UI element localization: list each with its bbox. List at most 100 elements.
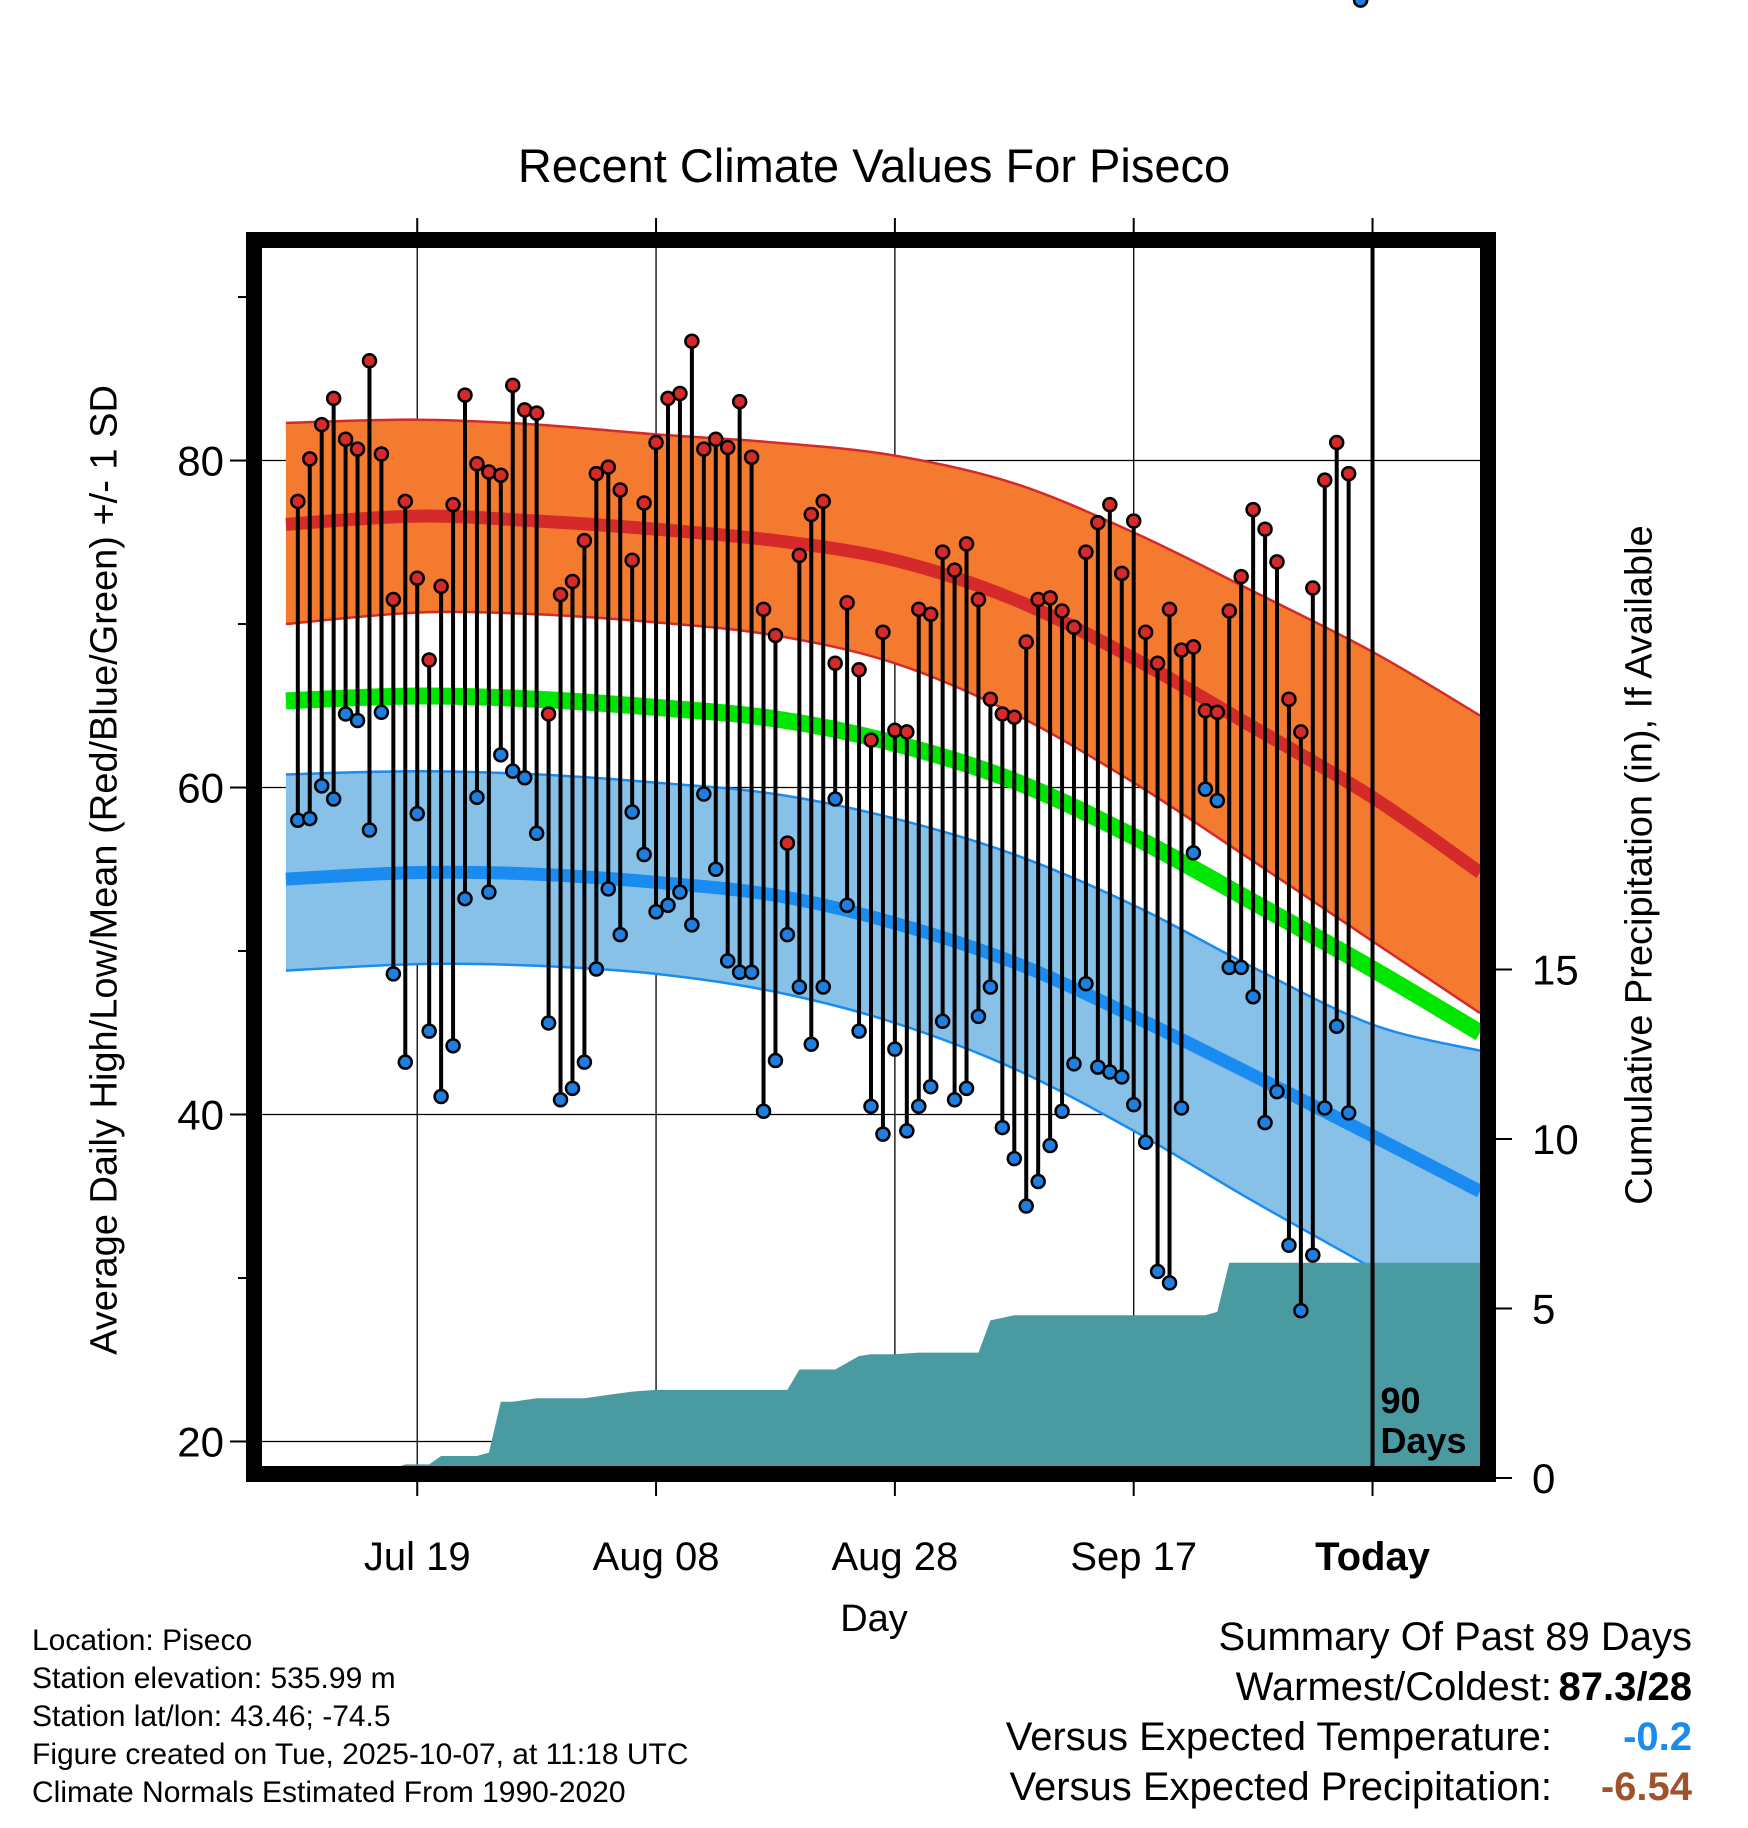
daily-high-point <box>731 393 748 410</box>
daily-low-point <box>755 1103 772 1119</box>
daily-high-point <box>1090 514 1106 531</box>
summary-temp-value: -0.2 <box>1623 1715 1692 1759</box>
daily-low-point <box>994 1119 1011 1136</box>
daily-high-point <box>505 377 521 394</box>
daily-low-point <box>421 1023 437 1039</box>
daily-low-point <box>1114 1069 1130 1085</box>
daily-low-point <box>313 778 330 794</box>
daily-low-point <box>1161 1275 1178 1291</box>
daily-high-point <box>1054 603 1070 619</box>
daily-low-point <box>1317 1100 1333 1116</box>
daily-high-point <box>934 544 951 560</box>
daily-high-point <box>851 662 867 678</box>
daily-high-point <box>564 573 581 590</box>
daily-low-point <box>433 1088 449 1105</box>
cumulative-precip-area <box>262 1262 1480 1478</box>
daily-high-point <box>636 495 652 511</box>
daily-high-point <box>815 493 831 510</box>
daily-low-point <box>1293 1302 1309 1319</box>
daily-high-point <box>1305 580 1321 596</box>
daily-high-point <box>313 416 330 433</box>
daily-high-point <box>612 482 628 498</box>
daily-low-point <box>1257 1114 1273 1131</box>
daily-high-point <box>970 591 987 608</box>
daily-low-point <box>1042 1137 1058 1154</box>
daily-low-point <box>552 1092 569 1108</box>
daily-low-point <box>588 961 605 977</box>
daily-low-point <box>481 884 497 900</box>
y-left-tick-label: 20 <box>177 1418 224 1465</box>
info-elevation: Station elevation: 535.99 m <box>32 1662 396 1695</box>
daily-high-point <box>1185 639 1202 655</box>
daily-high-point <box>337 431 354 448</box>
daily-low-point <box>911 1098 927 1115</box>
daily-low-point <box>516 769 533 786</box>
daily-high-point <box>696 441 712 457</box>
daily-low-point <box>1125 1096 1142 1113</box>
low-normal-band-lower-edge <box>285 962 1481 1330</box>
daily-low-point <box>1054 1103 1070 1119</box>
daily-low-point <box>875 1126 891 1142</box>
daily-low-point <box>373 704 390 721</box>
y-right-tick-label: 10 <box>1532 1116 1579 1163</box>
daily-low-point <box>457 890 473 907</box>
info-location: Location: Piseco <box>32 1624 253 1657</box>
daily-high-point <box>290 493 306 510</box>
daily-high-point <box>1006 709 1023 725</box>
daily-high-point <box>779 835 796 851</box>
daily-low-point <box>469 789 485 806</box>
daily-high-point <box>1328 434 1345 451</box>
daily-low-point <box>1066 1056 1082 1072</box>
daily-high-point <box>719 439 736 456</box>
daily-high-point <box>588 465 605 482</box>
daily-low-point <box>612 926 628 943</box>
daily-high-point <box>863 732 879 748</box>
daily-values <box>290 0 1369 1319</box>
daily-low-point <box>839 897 855 913</box>
daily-low-point <box>982 979 999 995</box>
daily-high-point <box>982 691 999 707</box>
daily-high-point <box>1245 501 1261 518</box>
daily-high-point <box>385 591 402 608</box>
station-info: Location: Piseco Station elevation: 535.… <box>32 1622 689 1812</box>
axis-ticks: 20 40 60 80 0 5 10 15 Jul 19 Aug 08 Aug 28 Sep 17 To… <box>177 218 1579 1579</box>
daily-high-point <box>839 595 855 611</box>
daily-low-point <box>1233 959 1249 976</box>
daily-low-point <box>767 1052 784 1069</box>
daily-low-point <box>719 953 736 969</box>
daily-low-point <box>576 1054 593 1070</box>
summary-precip-label: Versus Expected Precipitation: <box>1009 1765 1552 1809</box>
x-tick-label: Sep 17 <box>1070 1535 1197 1579</box>
daily-high-point <box>1114 565 1130 582</box>
daily-high-point <box>409 570 425 586</box>
high-normal-band-upper-edge <box>285 418 1481 717</box>
summary-precip-value: -6.54 <box>1600 1765 1692 1809</box>
daily-low-point <box>743 964 760 981</box>
daily-high-point <box>457 387 473 403</box>
y-axis-right-label: Cumulative Precipitation (in), If Availa… <box>1618 525 1661 1205</box>
daily-low-point <box>934 1013 951 1030</box>
y-right-tick-label: 5 <box>1532 1286 1555 1333</box>
daily-low-point <box>385 966 402 982</box>
daily-high-point <box>433 578 449 595</box>
daily-low-point <box>851 1023 867 1039</box>
daily-low-point <box>1197 781 1214 797</box>
daily-low-point <box>684 917 700 933</box>
daily-low-point <box>337 706 354 722</box>
daily-high-point <box>1137 624 1154 640</box>
daily-high-point <box>946 562 963 578</box>
y-left-tick-label: 60 <box>177 765 224 812</box>
daily-low-point <box>1149 1263 1166 1280</box>
daily-low-point <box>1245 989 1261 1005</box>
daily-low-point <box>624 804 640 820</box>
daily-high-point <box>922 606 939 622</box>
daily-high-point <box>302 451 318 467</box>
daily-high-point <box>743 449 760 466</box>
daily-high-point <box>1042 590 1058 606</box>
daily-low-point <box>445 1038 461 1054</box>
daily-high-point <box>803 506 820 523</box>
daily-high-point <box>576 532 593 549</box>
daily-high-point <box>899 724 915 740</box>
daily-low-point <box>815 979 831 995</box>
